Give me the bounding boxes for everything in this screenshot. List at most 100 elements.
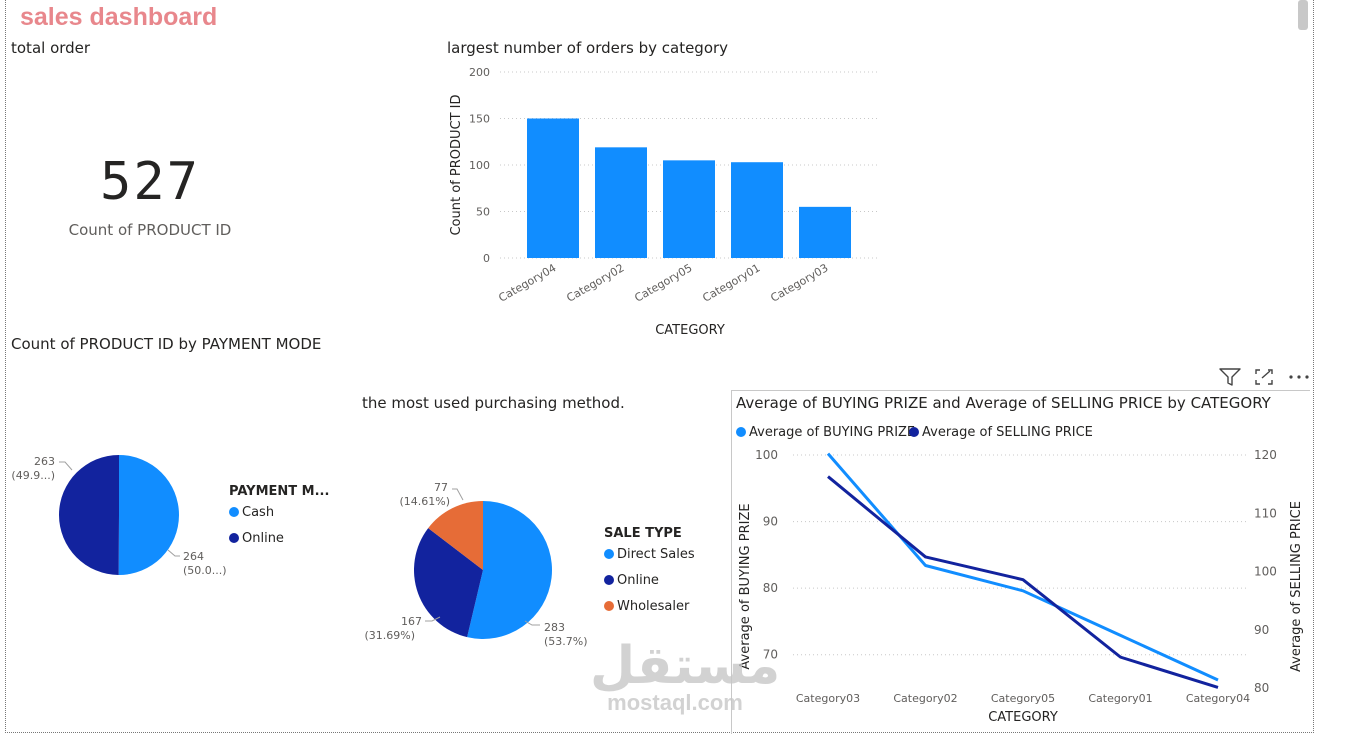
- line-chart-title: Average of BUYING PRIZE and Average of S…: [736, 394, 1271, 412]
- y-tick-label: 70: [763, 648, 778, 662]
- y2-tick-label: 90: [1254, 623, 1269, 637]
- watermark-latin: mostaql.com: [607, 690, 743, 715]
- legend-dot: [604, 575, 614, 585]
- leader-line: [59, 461, 73, 471]
- payment-legend-title: PAYMENT M...: [229, 484, 330, 499]
- x-tick-label: Category05: [991, 692, 1055, 705]
- filter-icon[interactable]: [1219, 368, 1241, 386]
- watermark-arabic: مستقل: [590, 636, 781, 696]
- watermark-logo: مستقل mostaql.com: [590, 636, 781, 715]
- y2-tick-label: 110: [1254, 506, 1277, 520]
- sale-type-legend-title: SALE TYPE: [604, 526, 682, 541]
- pie-slice: [467, 501, 552, 639]
- y2-tick-label: 80: [1254, 681, 1269, 695]
- dashboard-title: sales dashboard: [20, 3, 218, 31]
- data-label-percent: (31.69%): [364, 629, 415, 642]
- legend-dot: [604, 549, 614, 559]
- x-tick-label: Category03: [768, 261, 830, 304]
- y-tick-label: 50: [476, 206, 490, 219]
- legend-item-cash[interactable]: Cash: [229, 505, 274, 520]
- y-tick-label: 90: [763, 515, 778, 529]
- card-title: total order: [11, 39, 91, 57]
- legend-label: Cash: [242, 505, 275, 520]
- total-order-value: 527: [100, 152, 200, 212]
- x-tick-label: Category02: [893, 692, 957, 705]
- legend-label: Average of SELLING PRICE: [922, 425, 1093, 440]
- legend-dot: [736, 427, 746, 437]
- focus-mode-icon[interactable]: [1254, 368, 1274, 386]
- x-tick-label: Category01: [700, 261, 762, 304]
- legend-item-selling-price[interactable]: Average of SELLING PRICE: [909, 425, 1093, 440]
- bar: [731, 162, 783, 258]
- x-axis-label: CATEGORY: [988, 710, 1058, 725]
- y-tick-label: 200: [469, 66, 490, 79]
- vertical-scrollbar[interactable]: [1298, 0, 1308, 30]
- y2-tick-label: 120: [1254, 448, 1277, 462]
- x-tick-label: Category05: [632, 261, 694, 304]
- legend-item-online[interactable]: Online: [229, 531, 284, 546]
- y-tick-label: 80: [763, 581, 778, 595]
- y-tick-label: 100: [755, 448, 778, 462]
- legend-label: Average of BUYING PRIZE: [749, 425, 916, 440]
- legend-label: Online: [242, 531, 284, 546]
- data-label-percent: (49.9...): [11, 469, 55, 482]
- line-chart-focus-border: [731, 390, 1310, 734]
- total-order-label: Count of PRODUCT ID: [68, 221, 232, 239]
- x-tick-label: Category04: [1186, 692, 1250, 705]
- line-chart[interactable]: 70 80 90 100 80 90 100 110 120 Category03 Category…: [733, 440, 1308, 732]
- bar: [527, 118, 579, 258]
- series-line: [827, 475, 1219, 689]
- y2-axis-label: Average of SELLING PRICE: [1289, 501, 1304, 672]
- bar: [799, 206, 851, 258]
- y-tick-label: 150: [469, 113, 490, 126]
- legend-dot: [604, 601, 614, 611]
- series-line: [826, 452, 1219, 682]
- data-label-value: 263: [34, 455, 55, 468]
- legend-item-buying-prize[interactable]: Average of BUYING PRIZE: [736, 425, 915, 440]
- pie-slice: [414, 528, 483, 638]
- y2-tick-label: 100: [1254, 565, 1277, 579]
- x-tick-label: Category01: [1088, 692, 1152, 705]
- purchasing-pie-title: the most used purchasing method.: [362, 394, 625, 412]
- data-label-percent: (53.7%): [544, 635, 588, 648]
- legend-label: Online: [617, 573, 659, 588]
- y-axis-label: Average of BUYING PRIZE: [738, 503, 753, 669]
- report-canvas: [5, 0, 1314, 733]
- legend-item-wholesaler[interactable]: Wholesaler: [604, 599, 689, 614]
- x-tick-label: Category03: [796, 692, 860, 705]
- data-label-percent: (14.61%): [399, 495, 450, 508]
- data-label-percent: (50.0...): [183, 564, 227, 577]
- data-label-value: 167: [401, 615, 422, 628]
- payment-mode-pie-chart[interactable]: 264(50.0...) 263(49.9...): [10, 440, 240, 590]
- bar-chart-title: largest number of orders by category: [447, 39, 729, 57]
- data-label-value: 264: [183, 550, 204, 563]
- pie-slice: [58, 455, 119, 575]
- y-axis-label: Count of PRODUCT ID: [449, 94, 464, 235]
- bar: [595, 147, 647, 258]
- data-label-value: 283: [544, 621, 565, 634]
- data-label-value: 77: [434, 481, 448, 494]
- legend-dot: [229, 533, 239, 543]
- leader-line: [452, 488, 464, 501]
- pie-slice: [428, 501, 483, 570]
- legend-dot: [909, 427, 919, 437]
- pie-slice: [118, 455, 179, 575]
- legend-item-direct-sales[interactable]: Direct Sales: [604, 547, 695, 562]
- bar: [663, 160, 715, 258]
- legend-dot: [229, 507, 239, 517]
- x-tick-label: Category04: [496, 261, 558, 304]
- more-options-icon[interactable]: [1288, 374, 1310, 380]
- sale-type-pie-chart[interactable]: 283(53.7%) 167(31.69%) 77(14.61%): [360, 475, 600, 655]
- payment-pie-title: Count of PRODUCT ID by PAYMENT MODE: [11, 335, 322, 353]
- legend-label: Direct Sales: [617, 547, 695, 562]
- leader-line: [167, 549, 180, 557]
- leader-line: [524, 620, 540, 626]
- y-tick-label: 100: [469, 159, 490, 172]
- legend-label: Wholesaler: [617, 599, 690, 614]
- x-axis-label: CATEGORY: [655, 323, 725, 338]
- y-tick-label: 0: [483, 252, 490, 265]
- x-tick-label: Category02: [564, 261, 626, 304]
- leader-line: [425, 616, 441, 622]
- legend-item-online[interactable]: Online: [604, 573, 659, 588]
